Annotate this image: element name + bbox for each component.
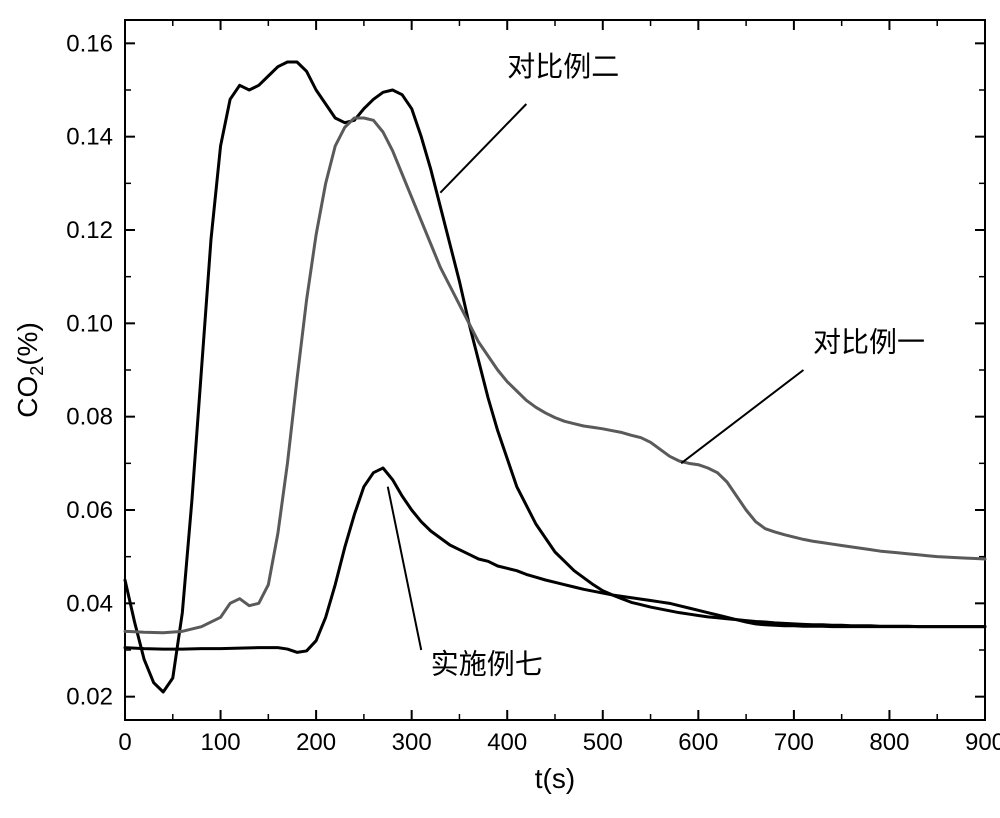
svg-text:200: 200 xyxy=(296,729,336,756)
svg-text:500: 500 xyxy=(583,729,623,756)
svg-text:0.06: 0.06 xyxy=(66,497,113,524)
y-axis-label: CO2(%) xyxy=(12,322,47,418)
chart-container: 0 100 200 300 400 500 600 700 800 900 0.02 0.04 0.06… xyxy=(0,0,1000,818)
svg-text:900: 900 xyxy=(965,729,1000,756)
svg-text:0.08: 0.08 xyxy=(66,404,113,431)
label-contrast1: 对比例一 xyxy=(813,326,925,357)
svg-text:0.04: 0.04 xyxy=(66,590,113,617)
svg-text:800: 800 xyxy=(869,729,909,756)
svg-text:0.12: 0.12 xyxy=(66,217,113,244)
svg-text:0.14: 0.14 xyxy=(66,124,113,151)
svg-text:0.02: 0.02 xyxy=(66,684,113,711)
label-contrast2: 对比例二 xyxy=(507,51,619,82)
svg-text:700: 700 xyxy=(774,729,814,756)
svg-text:0.10: 0.10 xyxy=(66,310,113,337)
svg-text:400: 400 xyxy=(487,729,527,756)
svg-text:0.16: 0.16 xyxy=(66,30,113,57)
svg-text:CO2(%): CO2(%) xyxy=(12,322,47,418)
svg-text:600: 600 xyxy=(678,729,718,756)
svg-text:0: 0 xyxy=(118,729,131,756)
svg-text:300: 300 xyxy=(392,729,432,756)
x-axis-label: t(s) xyxy=(535,763,575,794)
label-example7: 实施例七 xyxy=(431,648,543,679)
line-chart: 0 100 200 300 400 500 600 700 800 900 0.02 0.04 0.06… xyxy=(0,0,1000,818)
svg-text:100: 100 xyxy=(201,729,241,756)
